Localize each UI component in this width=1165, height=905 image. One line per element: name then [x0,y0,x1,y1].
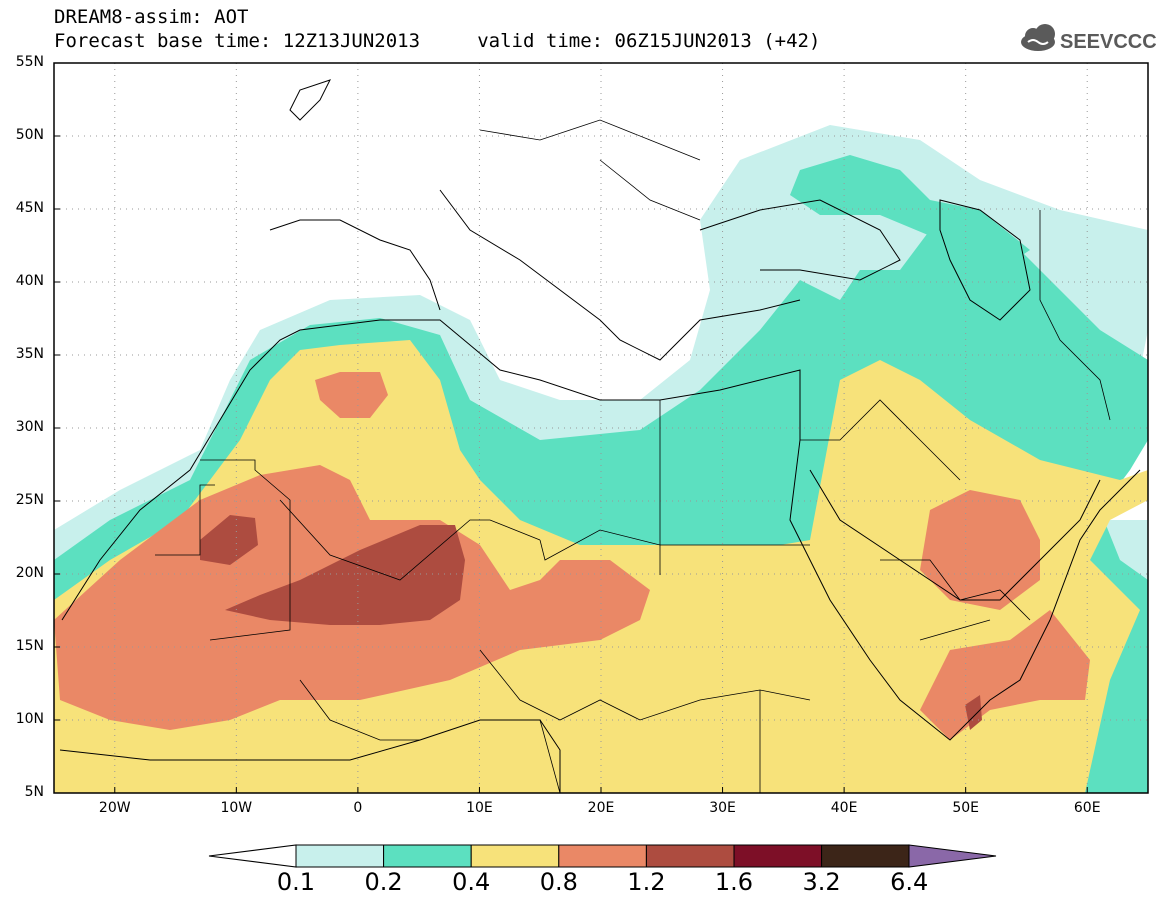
colorbar-label: 0.1 [276,868,316,896]
lat-label: 20N [15,565,44,581]
colorbar-label: 1.2 [627,868,666,896]
lon-label: 20W [98,800,131,816]
map-graticule [54,63,1148,793]
forecast-times: Forecast base time: 12Z13JUN2013 valid t… [54,30,821,52]
logo-text: SEEVCCC [1060,31,1156,53]
lat-label: 55N [15,54,44,70]
aot-band-1.2-west [200,515,258,565]
lat-label: 5N [24,784,44,800]
aot-band-0.8-north [315,372,388,418]
aot-band-0.2-north [790,155,1030,270]
colorbar-swatch [470,844,560,868]
lon-label: 60E [1073,800,1101,816]
lat-label: 25N [15,492,44,508]
colorbar-swatch [733,844,823,868]
country-borders [155,119,1111,793]
lat-label: 45N [15,200,44,216]
lat-label: 10N [15,711,44,727]
lon-label: 20E [587,800,615,816]
axis-ticks [54,62,1088,794]
lat-label: 15N [15,638,44,654]
colorbar-over-arrow [908,844,997,868]
colorbar-swatch [295,844,385,868]
colorbar-label: 0.2 [364,868,403,896]
lon-label: 50E [952,800,979,816]
colorbar-under-arrow [208,844,297,868]
colorbar-swatch [645,844,735,868]
aot-colorbar [208,844,997,868]
lon-label: 40E [830,800,858,816]
lat-label: 40N [15,273,44,289]
colorbar-swatch [558,844,647,868]
aot-band-0.8-arabia [920,490,1040,610]
map-title: DREAM8-assim: AOT [54,6,249,28]
lat-label: 35N [15,346,44,362]
colorbar-label: 6.4 [890,868,929,896]
lon-label: 10E [466,800,493,816]
colorbar-swatch [383,844,472,868]
aot-contours [54,63,1148,793]
lat-label: 50N [15,127,44,143]
aot-band-1.2 [225,525,465,625]
colorbar-label: 0.4 [452,868,491,896]
colorbar-swatch [821,844,910,868]
cloud-icon [1021,24,1055,51]
lon-label: 10W [220,800,253,816]
colorbar-label: 3.2 [802,868,841,896]
lat-label: 30N [15,419,44,435]
lon-label: 0 [353,800,363,816]
aot-band-0.8-somalia [920,610,1090,740]
colorbar-label: 0.8 [539,868,578,896]
lon-label: 30E [709,800,736,816]
seevccc-logo: SEEVCCC [1021,24,1156,53]
colorbar-label: 1.6 [714,868,754,896]
